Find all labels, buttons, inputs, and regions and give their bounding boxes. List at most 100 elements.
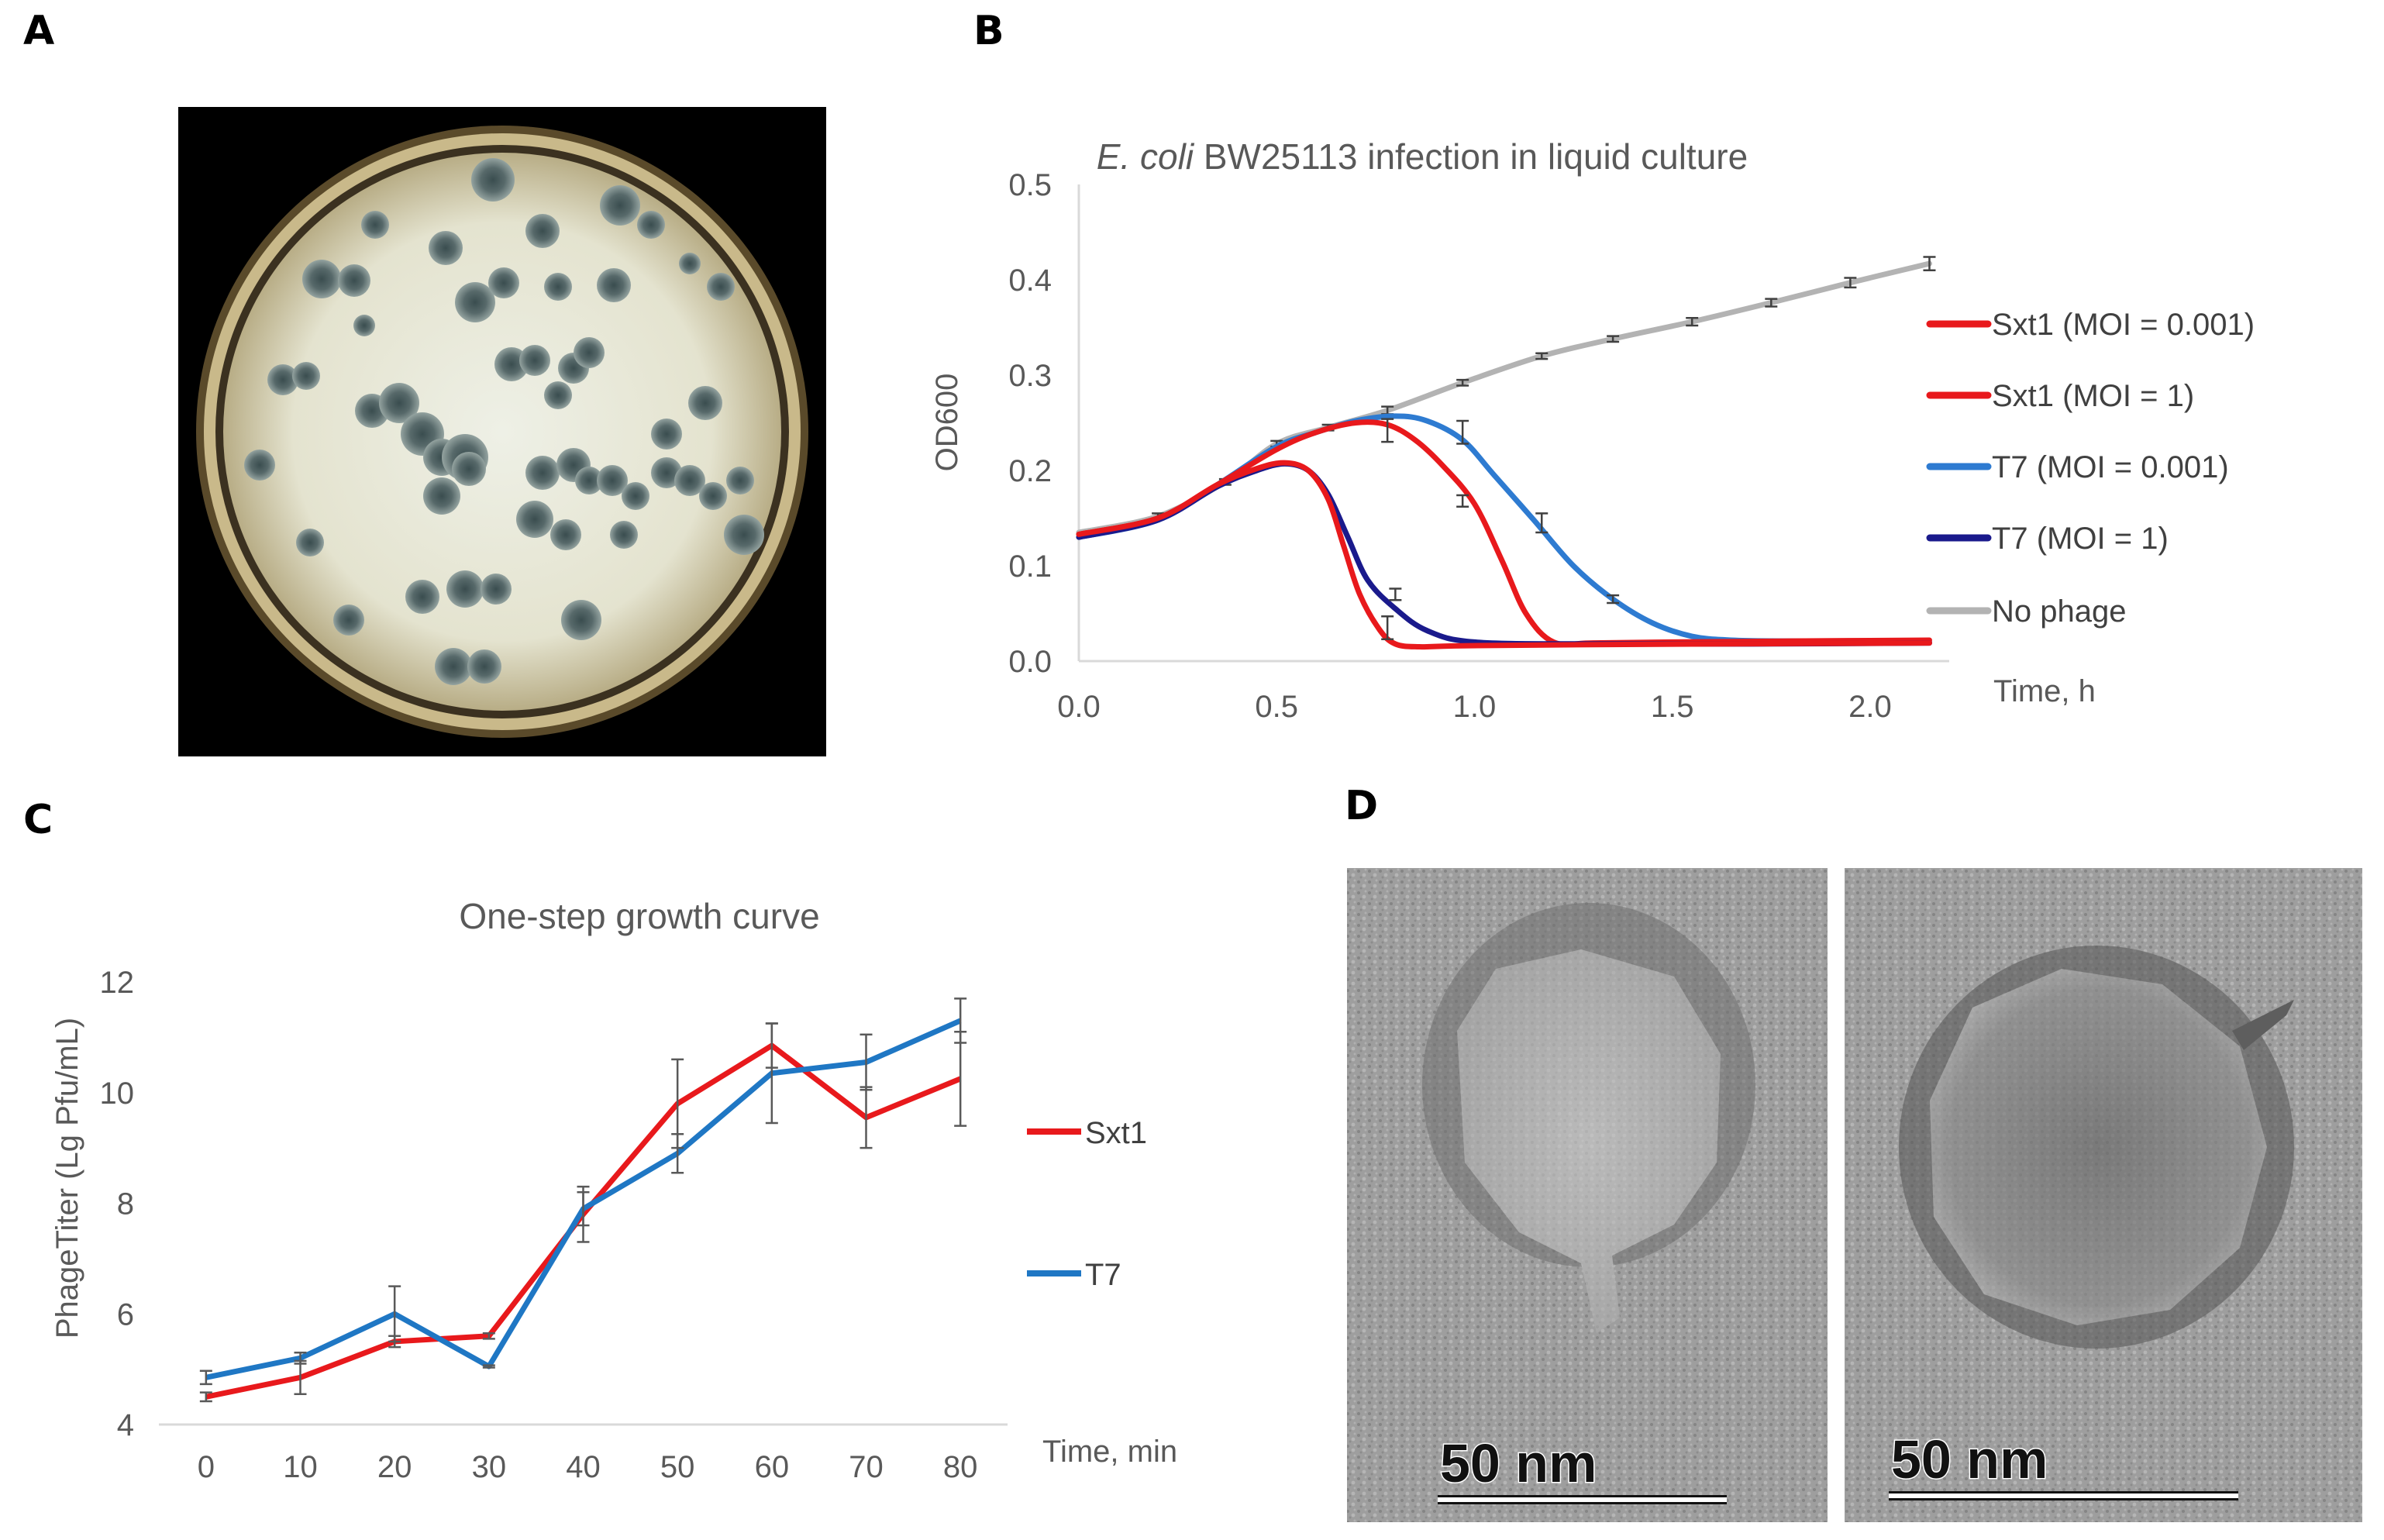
series-line	[1076, 413, 1932, 645]
error-bar	[1765, 298, 1778, 308]
plaque	[379, 383, 419, 423]
x-tick-label: 10	[283, 1450, 318, 1484]
x-tick-label: 70	[849, 1450, 884, 1484]
error-bar	[1381, 615, 1394, 640]
y-tick-label: 12	[100, 966, 135, 1000]
legend-item: Sxt1	[1027, 1116, 1147, 1150]
plaque	[296, 529, 324, 556]
x-tick-label: 1.0	[1453, 690, 1497, 724]
plaque	[679, 253, 701, 274]
y-tick-label: 0.3	[1008, 359, 1052, 393]
y-tick-label: 8	[117, 1187, 134, 1221]
plaque	[353, 315, 375, 336]
series-line	[1076, 460, 1932, 650]
error-bar	[765, 1022, 778, 1125]
panel-label-d: D	[1345, 783, 1379, 829]
x-tick-label: 0	[198, 1450, 215, 1484]
plaque	[726, 467, 754, 494]
chart-c-x-ticks: 0 10 20 30 40 50 60 70 80	[198, 1450, 978, 1484]
scale-label-right: 50 nm	[1891, 1429, 2048, 1490]
legend-label: No phage	[1992, 594, 2126, 629]
error-bar	[1607, 335, 1620, 343]
tem-micrograph-left: 50 nm	[1347, 868, 1828, 1522]
chart-b-y-ticks: 0.0 0.1 0.2 0.3 0.4 0.5	[1008, 168, 1052, 679]
error-bar	[1535, 352, 1549, 360]
y-tick-label: 0.0	[1008, 645, 1052, 679]
plaque	[467, 649, 501, 684]
plaque	[574, 337, 605, 368]
x-tick-label: 40	[566, 1450, 601, 1484]
plaque	[597, 465, 628, 496]
panel-label-a: A	[23, 8, 55, 54]
y-tick-label: 4	[117, 1408, 134, 1442]
error-bar	[482, 1364, 495, 1369]
error-bar	[671, 1133, 684, 1174]
plaque	[405, 580, 439, 614]
chart-c-series	[199, 997, 967, 1403]
legend-label: T7 (MOI = 0.001)	[1992, 450, 2229, 484]
error-bar	[1456, 494, 1469, 508]
legend-item: T7 (MOI = 0.001)	[1926, 450, 2229, 484]
chart-c-x-label: Time, min	[1042, 1435, 1177, 1469]
x-tick-label: 80	[943, 1450, 978, 1484]
plaque	[516, 501, 553, 538]
plaque	[338, 264, 370, 297]
plaque	[544, 273, 572, 301]
plaque	[446, 570, 484, 608]
legend-label: T7	[1085, 1258, 1121, 1292]
plaque	[525, 456, 560, 490]
chart-c-y-label: PhageTiter (Lg Pfu/mL)	[50, 1018, 84, 1338]
plaque	[674, 465, 705, 496]
error-bar	[1456, 378, 1469, 387]
phage-plaques	[244, 158, 764, 685]
panel-label-c: C	[23, 797, 53, 843]
legend-item: No phage	[1926, 594, 2126, 629]
legend-label: Sxt1 (MOI = 1)	[1992, 379, 2194, 413]
plaque-plate-photo	[178, 107, 826, 756]
error-bar	[860, 1033, 873, 1091]
plaque	[423, 477, 460, 515]
plaque	[302, 260, 341, 298]
plaque	[561, 600, 601, 640]
plaque	[699, 482, 727, 510]
plaque	[707, 273, 735, 301]
chart-b-x-ticks: 0.0 0.5 1.0 1.5 2.0	[1057, 690, 1892, 724]
error-bar	[1535, 512, 1549, 534]
x-tick-label: 0.0	[1057, 690, 1101, 724]
plaque	[544, 381, 572, 409]
chart-b-x-label: Time, h	[1993, 674, 2096, 708]
y-tick-label: 0.2	[1008, 454, 1052, 488]
error-bar	[954, 997, 967, 1044]
error-bar	[1456, 419, 1469, 445]
plaque	[435, 648, 472, 685]
y-tick-label: 0.4	[1008, 264, 1052, 298]
error-bar	[388, 1285, 401, 1343]
plaque	[610, 521, 638, 549]
panel-label-b: B	[973, 8, 1004, 54]
x-tick-label: 0.5	[1255, 690, 1298, 724]
error-bar	[294, 1351, 307, 1365]
plaque	[688, 386, 722, 420]
error-bar	[199, 1369, 212, 1386]
error-bar	[577, 1190, 590, 1227]
y-tick-label: 0.1	[1008, 550, 1052, 584]
plaque	[267, 364, 298, 395]
y-tick-label: 6	[117, 1297, 134, 1332]
x-tick-label: 50	[660, 1450, 695, 1484]
chart-b: E. coli BW25113 infection in liquid cult…	[930, 136, 2255, 724]
error-bar	[1607, 594, 1620, 605]
chart-b-legend: Sxt1 (MOI = 0.001) Sxt1 (MOI = 1) T7 (MOI …	[1926, 308, 2255, 629]
error-bar	[1844, 277, 1857, 289]
chart-c: One-step growth curve 4 6 8 10 12 0 10 20 30 40 5…	[50, 896, 1177, 1484]
plaque	[455, 282, 495, 322]
legend-label: Sxt1	[1085, 1116, 1147, 1150]
x-tick-label: 2.0	[1848, 690, 1892, 724]
legend-item: Sxt1 (MOI = 0.001)	[1926, 308, 2255, 342]
plaque	[651, 419, 682, 450]
plaque	[488, 267, 519, 298]
plaque	[333, 605, 364, 636]
series-line	[1076, 419, 1932, 648]
plaque	[361, 211, 389, 239]
legend-item: T7 (MOI = 1)	[1926, 522, 2169, 556]
